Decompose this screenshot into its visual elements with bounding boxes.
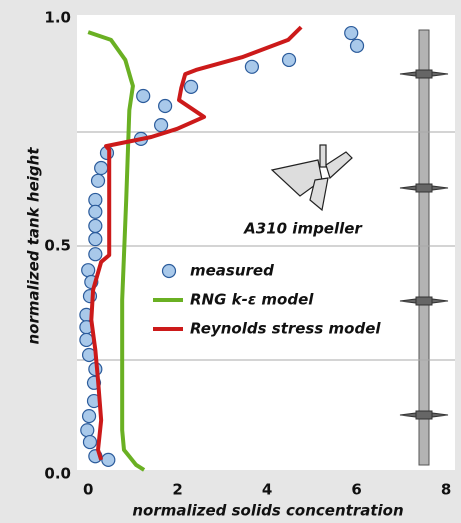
data-point: [101, 452, 116, 467]
data-point: [136, 88, 151, 104]
legend-label: Reynolds stress model: [190, 320, 381, 338]
annotation: A310 impeller: [243, 220, 363, 238]
x-tick-label: 4: [262, 481, 272, 499]
data-point: [80, 423, 95, 438]
data-point: [88, 192, 103, 208]
data-point: [81, 408, 97, 424]
data-point: [90, 173, 106, 188]
legend-label: measured: [190, 262, 274, 280]
y-tick-label: 0.5: [44, 237, 71, 255]
x-tick-label: 8: [441, 481, 451, 499]
x-tick-label: 0: [83, 481, 93, 499]
data-point: [88, 247, 103, 262]
data-point: [281, 52, 297, 68]
data-point: [82, 434, 98, 450]
series-line: [89, 25, 303, 461]
data-point: [158, 98, 173, 114]
data-point: [81, 263, 96, 278]
impeller-icon: [270, 144, 353, 212]
y-tick-label: 0.0: [44, 465, 71, 483]
x-tick-label: 2: [172, 481, 182, 499]
y-axis-label: normalized tank height: [25, 147, 43, 345]
data-point: [349, 38, 365, 53]
legend-marker: [161, 263, 177, 279]
data-point: [344, 25, 359, 41]
data-point: [79, 332, 94, 348]
legend-label: RNG k-ε model: [190, 291, 314, 309]
x-tick-label: 6: [351, 481, 361, 499]
shaft-drawing: [399, 29, 449, 466]
data-point: [94, 160, 109, 176]
data-point: [183, 79, 199, 94]
y-tick-label: 1.0: [44, 9, 71, 27]
data-point: [88, 218, 103, 234]
data-point: [88, 204, 103, 219]
x-axis-label: normalized solids concentration: [132, 502, 403, 520]
data-point: [153, 118, 169, 133]
series-line: [87, 30, 146, 472]
data-point: [244, 59, 260, 74]
data-point: [88, 232, 103, 247]
